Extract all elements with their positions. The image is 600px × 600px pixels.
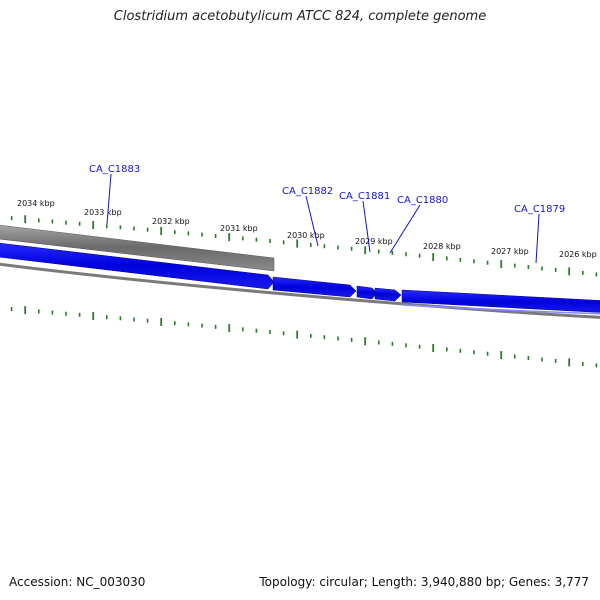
gene-label-ca-c1880[interactable]: CA_C1880	[397, 195, 448, 206]
scale-label-2032: 2032 kbp	[152, 217, 190, 226]
gene-feature-ca-c1881[interactable]	[356, 285, 378, 300]
scale-label-2027: 2027 kbp	[491, 247, 529, 256]
gene-feature-reverse-ca-c1883[interactable]	[0, 224, 275, 272]
gene-label-ca-c1881[interactable]: CA_C1881	[339, 191, 390, 202]
gene-feature-forward-segment[interactable]	[0, 242, 275, 290]
gene-feature-ca-c1879[interactable]	[401, 289, 600, 313]
gene-label-ca-c1879[interactable]: CA_C1879	[514, 204, 565, 215]
scale-label-2033: 2033 kbp	[84, 208, 122, 217]
scale-label-2031: 2031 kbp	[220, 224, 258, 233]
scale-label-2034: 2034 kbp	[17, 199, 55, 208]
gene-label-ca-c1883[interactable]: CA_C1883	[89, 164, 140, 175]
map-title: Clostridium acetobutylicum ATCC 824, com…	[113, 9, 487, 24]
scale-label-2029: 2029 kbp	[355, 237, 393, 246]
scale-label-2030: 2030 kbp	[287, 231, 325, 240]
forward-highlight	[401, 304, 600, 315]
lower-scale-ticks	[10, 306, 598, 368]
scale-label-2028: 2028 kbp	[423, 242, 461, 251]
gene-feature-ca-c1882[interactable]	[272, 276, 357, 298]
gene-label-ca-c1882[interactable]: CA_C1882	[282, 186, 333, 197]
leader-line-ca-c1883	[106, 173, 112, 225]
leader-line-ca-c1882	[305, 195, 319, 247]
scale-label-2026: 2026 kbp	[559, 250, 597, 259]
accession-label: Accession: NC_003030	[9, 575, 146, 589]
gene-feature-ca-c1880[interactable]	[374, 287, 402, 302]
upper-scale-ticks	[10, 215, 598, 277]
topology-summary: Topology: circular; Length: 3,940,880 bp…	[259, 575, 589, 589]
leader-line-ca-c1880	[389, 204, 421, 254]
leader-line-ca-c1879	[535, 213, 540, 264]
leader-line-ca-c1881	[362, 200, 371, 253]
reverse-backbone	[0, 262, 600, 319]
